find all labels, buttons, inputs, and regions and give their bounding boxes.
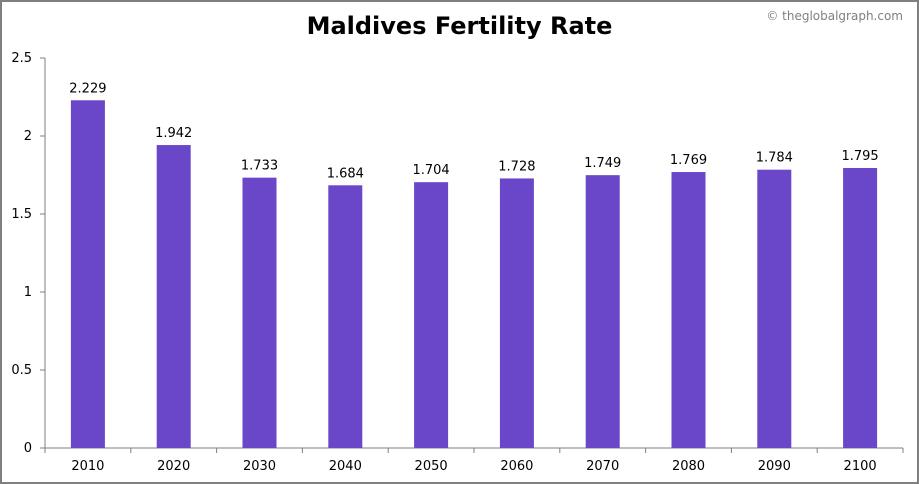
bar-2080 bbox=[671, 172, 706, 448]
bar-2040 bbox=[328, 185, 363, 448]
bar-series bbox=[70, 100, 878, 449]
data-labels: 2.229 1.942 1.733 1.684 1.704 1.728 1.749 1.769… bbox=[69, 81, 878, 181]
x-tick-label-2080: 2080 bbox=[672, 459, 705, 474]
x-tick-label-2010: 2010 bbox=[71, 459, 104, 474]
bar-2090 bbox=[757, 169, 792, 449]
y-tick-label: 1.5 bbox=[11, 207, 32, 222]
y-tick-label: 2 bbox=[24, 129, 32, 144]
x-axis-ticks: 2010 2020 2030 2040 2050 2060 2070 2080 2090 2100 bbox=[44, 448, 904, 474]
bar-2070 bbox=[585, 175, 620, 448]
bar-2050 bbox=[414, 182, 449, 448]
watermark-text: © theglobalgraph.com bbox=[766, 9, 903, 23]
y-tick-label: 1 bbox=[24, 285, 32, 300]
bar-2060 bbox=[499, 178, 534, 448]
data-label-2020: 1.942 bbox=[155, 126, 192, 141]
x-tick-label-2090: 2090 bbox=[758, 459, 791, 474]
y-tick-label: 0.5 bbox=[11, 363, 32, 378]
x-tick-label-2040: 2040 bbox=[329, 459, 362, 474]
bar-2100 bbox=[843, 167, 878, 449]
bar-2030 bbox=[242, 177, 277, 449]
data-label-2030: 1.733 bbox=[241, 159, 278, 174]
y-tick-label: 2.5 bbox=[11, 51, 32, 66]
data-label-2080: 1.769 bbox=[670, 153, 707, 168]
bar-2010 bbox=[70, 100, 105, 448]
data-label-2060: 1.728 bbox=[498, 159, 535, 174]
x-tick-label-2100: 2100 bbox=[844, 459, 877, 474]
x-tick-label-2020: 2020 bbox=[157, 459, 190, 474]
x-tick-label-2030: 2030 bbox=[243, 459, 276, 474]
data-label-2010: 2.229 bbox=[69, 81, 106, 96]
data-label-2090: 1.784 bbox=[756, 151, 793, 166]
x-tick-label-2050: 2050 bbox=[415, 459, 448, 474]
data-label-2040: 1.684 bbox=[327, 166, 364, 181]
data-label-2070: 1.749 bbox=[584, 156, 621, 171]
x-tick-label-2070: 2070 bbox=[586, 459, 619, 474]
x-tick-label-2060: 2060 bbox=[500, 459, 533, 474]
y-axis-ticks: 0 0.5 1 1.5 2 2.5 bbox=[11, 51, 45, 456]
chart-title: Maldives Fertility Rate bbox=[306, 12, 613, 40]
y-tick-label: 0 bbox=[24, 441, 32, 456]
data-label-2050: 1.704 bbox=[412, 163, 449, 178]
data-label-2100: 1.795 bbox=[841, 149, 878, 164]
bar-2020 bbox=[156, 145, 191, 448]
